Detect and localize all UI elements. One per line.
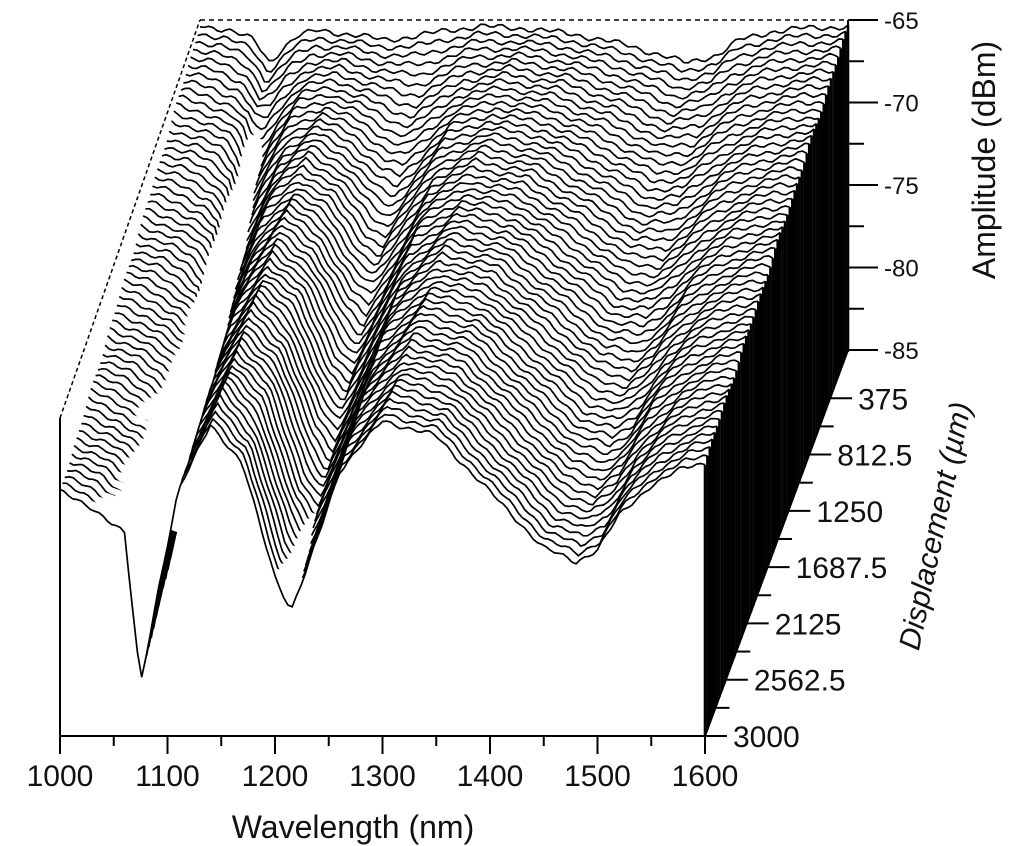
trace-line — [133, 212, 781, 361]
left-depth-edge — [59, 19, 201, 419]
y-tick-label: 2125 — [775, 608, 842, 641]
trace-line — [168, 113, 817, 199]
x-tick-label: 1000 — [27, 760, 94, 793]
trace-line — [187, 57, 837, 109]
trace-line — [197, 30, 846, 73]
y-axis-title: Displacement (µm) — [893, 399, 978, 653]
x-axis-title: Wavelength (nm) — [232, 809, 474, 845]
right-depth-edge — [704, 349, 849, 737]
z-tick-label: -65 — [884, 8, 919, 35]
y-tick-label: 3000 — [733, 721, 800, 754]
y-tick-label: 1250 — [816, 496, 883, 529]
z-axis-title: Amplitude (dBm) — [966, 41, 1002, 279]
trace-line — [166, 120, 815, 209]
trace-line — [178, 85, 827, 151]
trace-line — [145, 181, 793, 306]
x-tick-label: 1100 — [135, 760, 200, 793]
trace-line — [59, 420, 706, 678]
trace-line — [176, 93, 825, 163]
trace-line — [195, 38, 844, 83]
trace-line — [180, 78, 829, 141]
trace-line — [199, 23, 849, 64]
x-tick-label: 1500 — [564, 760, 631, 793]
trace-line — [183, 71, 832, 131]
trace-line — [159, 138, 808, 238]
trace-line — [185, 63, 834, 119]
trace-line — [192, 45, 842, 93]
y-tick-label: 812.5 — [837, 440, 912, 473]
y-tick-label: 1687.5 — [796, 552, 888, 585]
z-tick-label: -75 — [884, 173, 919, 200]
z-tick-label: -80 — [884, 256, 919, 283]
x-tick-label: 1300 — [349, 760, 416, 793]
y-tick-label: 2562.5 — [754, 665, 846, 698]
trace-line — [150, 165, 798, 286]
z-axis: -65 -70 -75 -80 -85 — [848, 8, 919, 365]
x-tick-label: 1600 — [672, 760, 739, 793]
trace-line — [147, 173, 796, 295]
x-axis: 1000 1100 1200 1300 1400 1500 1600 — [27, 736, 739, 793]
y-tick-label: 375 — [858, 383, 908, 416]
z-tick-label: -70 — [884, 91, 919, 118]
trace-line — [164, 125, 812, 217]
trace-line — [161, 132, 810, 227]
trace-line — [170, 107, 820, 189]
trace-line — [152, 157, 800, 275]
trace-fill — [60, 421, 705, 725]
trace-line — [190, 51, 839, 101]
trace-line — [135, 205, 784, 352]
y-axis: 375 812.5 1250 1687.5 2125 2562.5 3000 — [705, 383, 912, 754]
trace-line — [173, 100, 822, 176]
waterfall-traces — [59, 23, 850, 736]
x-tick-label: 1400 — [457, 760, 524, 793]
x-tick-label: 1200 — [242, 760, 309, 793]
trace-line — [130, 219, 779, 369]
z-tick-label: -85 — [884, 338, 919, 365]
